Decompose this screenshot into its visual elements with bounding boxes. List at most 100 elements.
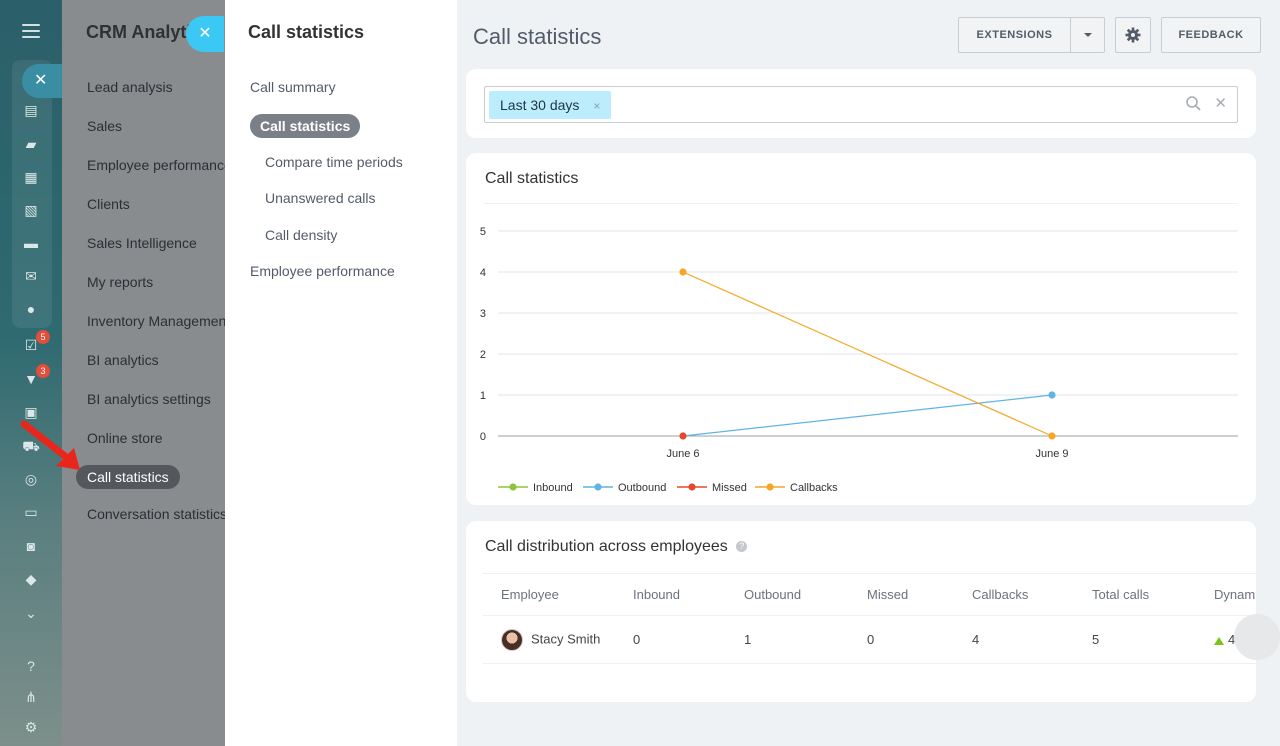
feedback-button[interactable]: FEEDBACK [1161,17,1261,53]
chart-card-title: Call statistics [485,170,579,187]
red-arrow-annotation [20,420,80,470]
col-employee[interactable]: Employee [482,573,614,616]
col-missed[interactable]: Missed [848,573,953,616]
cell-outbound: 1 [725,615,848,664]
gear-icon [1125,27,1141,43]
legend-marker [688,483,696,491]
table-row: Stacy Smith 0 1 0 4 5 400% [482,615,1256,664]
chat-icon[interactable]: ▰ [25,136,37,152]
crm-item-my-reports[interactable]: My reports [87,274,154,290]
menu-icon[interactable] [22,24,40,38]
help-icon[interactable]: ? [736,541,748,553]
tasks-icon[interactable]: ☑ [24,337,38,353]
subnav-item-employee-performance[interactable]: Employee performance [250,263,395,279]
crm-item-bi-analytics-settings[interactable]: BI analytics settings [87,391,211,407]
document-icon[interactable]: ▧ [24,202,38,218]
call-statistics-chart: 0 1 2 3 4 5 June 6 June 9 Inbound Outbound Missed C… [480,226,1238,494]
crm-item-online-store[interactable]: Online store [87,430,163,446]
sitemap-icon[interactable]: ⋔ [25,689,37,705]
calendar-icon[interactable]: ▦ [24,169,38,185]
chip-remove-icon[interactable]: × [593,99,601,113]
box-icon[interactable]: ◆ [25,571,37,587]
search-icon[interactable] [1185,95,1203,113]
close-slider-icon[interactable]: ✕ [186,16,224,52]
filter-icon[interactable]: ▼ [24,371,38,387]
rail-close-icon[interactable]: ✕ [22,64,62,98]
col-inbound[interactable]: Inbound [614,573,725,616]
distribution-title: Call distribution across employees ? [485,538,748,556]
extensions-button[interactable]: EXTENSIONS [958,17,1105,53]
y-tick-label: 0 [480,431,486,443]
settings-icon[interactable]: ⚙ [24,719,38,735]
chip-label: Last 30 days [500,97,580,113]
clear-filter-icon[interactable]: ✕ [1214,95,1227,112]
more-icon[interactable]: ⌄ [25,605,37,621]
subnav-title: Call statistics [248,22,365,42]
rail-group-background [12,60,52,328]
table-header-row: Employee Inbound Outbound Missed Callbac… [482,573,1256,616]
chevron-down-icon[interactable] [1070,18,1104,52]
crm-item-inventory-management[interactable]: Inventory Management [87,313,225,329]
data-point-outbound [1048,391,1056,399]
crm-item-sales-intelligence[interactable]: Sales Intelligence [87,235,197,251]
x-tick-label: June 6 [666,448,699,460]
drive-icon[interactable]: ▬ [24,235,38,251]
legend-label: Missed [712,482,747,494]
col-dynamics[interactable]: Dynamics [1195,573,1256,616]
call-statistics-slider: Call statistics Call summary Call statis… [225,0,1280,746]
chart-card: Call statistics 0 1 2 3 4 5 June 6 June 9 Inboun… [466,153,1256,505]
period-filter-chip[interactable]: Last 30 days × [489,91,612,119]
filter-input[interactable]: Last 30 days × ✕ [484,86,1238,123]
crm-panel-title: CRM Analytics [86,22,212,42]
contact-icon[interactable]: ▭ [24,504,38,520]
scroll-right-button[interactable] [1234,614,1280,660]
distribution-table: Employee Inbound Outbound Missed Callbac… [482,573,1256,664]
extensions-label: EXTENSIONS [976,29,1053,41]
subnav-item-compare-time-periods[interactable]: Compare time periods [265,154,403,170]
cart-icon[interactable]: ⛟ [22,438,40,454]
subnav-item-call-statistics[interactable]: Call statistics [250,114,361,138]
trend-up-icon [1214,636,1224,645]
legend-marker [594,483,602,491]
page-title: Call statistics [473,24,602,49]
cell-callbacks: 4 [953,615,1073,664]
crm-item-call-statistics[interactable]: Call statistics [76,465,180,489]
feed-icon[interactable]: ▤ [24,102,38,118]
crm-item-conversation-statistics[interactable]: Conversation statistics [87,506,225,522]
y-tick-label: 1 [480,390,486,402]
cell-employee[interactable]: Stacy Smith [482,615,614,664]
legend-label: Callbacks [790,482,838,494]
employee-name: Stacy Smith [531,630,601,646]
subnav-item-call-density[interactable]: Call density [265,227,338,243]
filter-card: Last 30 days × ✕ [466,69,1256,138]
target-icon[interactable]: ◎ [24,471,38,487]
crm-analytics-panel: CRM Analytics Lead analysis Sales Employ… [62,0,225,746]
data-point-missed [679,432,687,440]
robot-icon[interactable]: ◙ [26,538,36,554]
crm-item-clients[interactable]: Clients [87,196,130,212]
cell-total: 5 [1073,615,1195,664]
cell-missed: 0 [848,615,953,664]
help-icon[interactable]: ? [27,658,35,674]
crm-item-sales[interactable]: Sales [87,118,123,134]
x-tick-label: June 9 [1035,448,1068,460]
group-icon[interactable]: ● [26,301,36,317]
distribution-card: Call distribution across employees ? Emp… [466,521,1256,702]
crm-item-bi-analytics[interactable]: BI analytics [87,352,159,368]
col-total-calls[interactable]: Total calls [1073,573,1195,616]
col-outbound[interactable]: Outbound [725,573,848,616]
crm-item-employee-performance[interactable]: Employee performance [87,157,225,173]
legend-label: Inbound [533,482,573,494]
tasks-badge: 5 [36,330,50,344]
col-callbacks[interactable]: Callbacks [953,573,1073,616]
crm-item-lead-analysis[interactable]: Lead analysis [87,79,173,95]
data-point-callbacks [679,268,687,276]
building-icon[interactable]: ▣ [24,404,38,420]
call-statistics-subnav: Call statistics Call summary Call statis… [225,0,457,746]
subnav-item-call-summary[interactable]: Call summary [250,79,336,95]
chart-card-divider [484,203,1238,204]
subnav-item-unanswered-calls[interactable]: Unanswered calls [265,190,376,206]
y-tick-label: 3 [480,308,486,320]
mail-icon[interactable]: ✉ [25,268,37,284]
settings-button[interactable] [1115,17,1151,53]
